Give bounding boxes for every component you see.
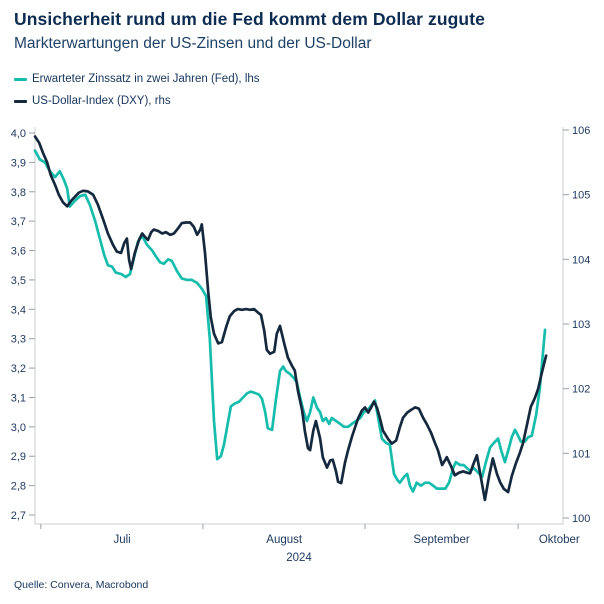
left-axis-tick-label: 3,0 (11, 422, 26, 434)
legend: Erwarteter Zinssatz in zwei Jahren (Fed)… (14, 68, 260, 112)
chart-title: Unsicherheit rund um die Fed kommt dem D… (14, 9, 485, 29)
left-axis-tick-label: 2,9 (11, 451, 26, 463)
right-axis-tick-label: 100 (572, 513, 590, 525)
x-axis-year-label: 2024 (286, 552, 312, 564)
x-axis-month-label: September (413, 534, 469, 546)
left-axis-tick-label: 3,1 (11, 392, 26, 404)
left-axis-tick-label: 3,6 (11, 246, 26, 258)
dxy-line-swatch-icon (14, 99, 27, 103)
right-axis-tick-label: 103 (572, 319, 590, 331)
right-axis-tick-label: 102 (572, 384, 590, 396)
x-axis-month-label: Oktober (539, 534, 580, 546)
left-axis-tick-label: 3,3 (11, 334, 26, 346)
left-axis-tick-label: 4,0 (11, 128, 26, 140)
left-axis-tick-label: 2,8 (11, 481, 26, 493)
left-axis-tick-label: 3,8 (11, 187, 26, 199)
left-axis-tick-label: 2,7 (11, 510, 26, 522)
left-axis-tick-label: 3,5 (11, 275, 26, 287)
x-axis-month-label: Juli (113, 534, 130, 546)
rate-line-swatch-icon (14, 77, 27, 81)
right-axis-tick-label: 105 (572, 190, 590, 202)
x-axis-month-label: August (266, 534, 303, 546)
left-axis-tick-label: 3,9 (11, 157, 26, 169)
left-axis-tick-label: 3,7 (11, 216, 26, 228)
source-note: Quelle: Convera, Macrobond (14, 579, 149, 591)
left-axis-tick-label: 3,2 (11, 363, 26, 375)
legend-item-dxy: US-Dollar-Index (DXY), rhs (14, 90, 260, 112)
right-axis-tick-label: 104 (572, 254, 590, 266)
series-line-fed-rate (33, 149, 547, 493)
series-line-dxy (33, 135, 548, 502)
plot-frame (34, 127, 564, 525)
legend-label-dxy: US-Dollar-Index (DXY), rhs (32, 95, 171, 107)
left-axis-tick-label: 3,4 (11, 304, 26, 316)
chart-subtitle: Markterwartungen der US-Zinsen und der U… (14, 35, 372, 52)
legend-label-rate: Erwarteter Zinssatz in zwei Jahren (Fed)… (32, 73, 260, 85)
legend-item-rate: Erwarteter Zinssatz in zwei Jahren (Fed)… (14, 68, 260, 90)
right-axis-tick-label: 101 (572, 448, 590, 460)
right-axis-tick-label: 106 (572, 125, 590, 137)
